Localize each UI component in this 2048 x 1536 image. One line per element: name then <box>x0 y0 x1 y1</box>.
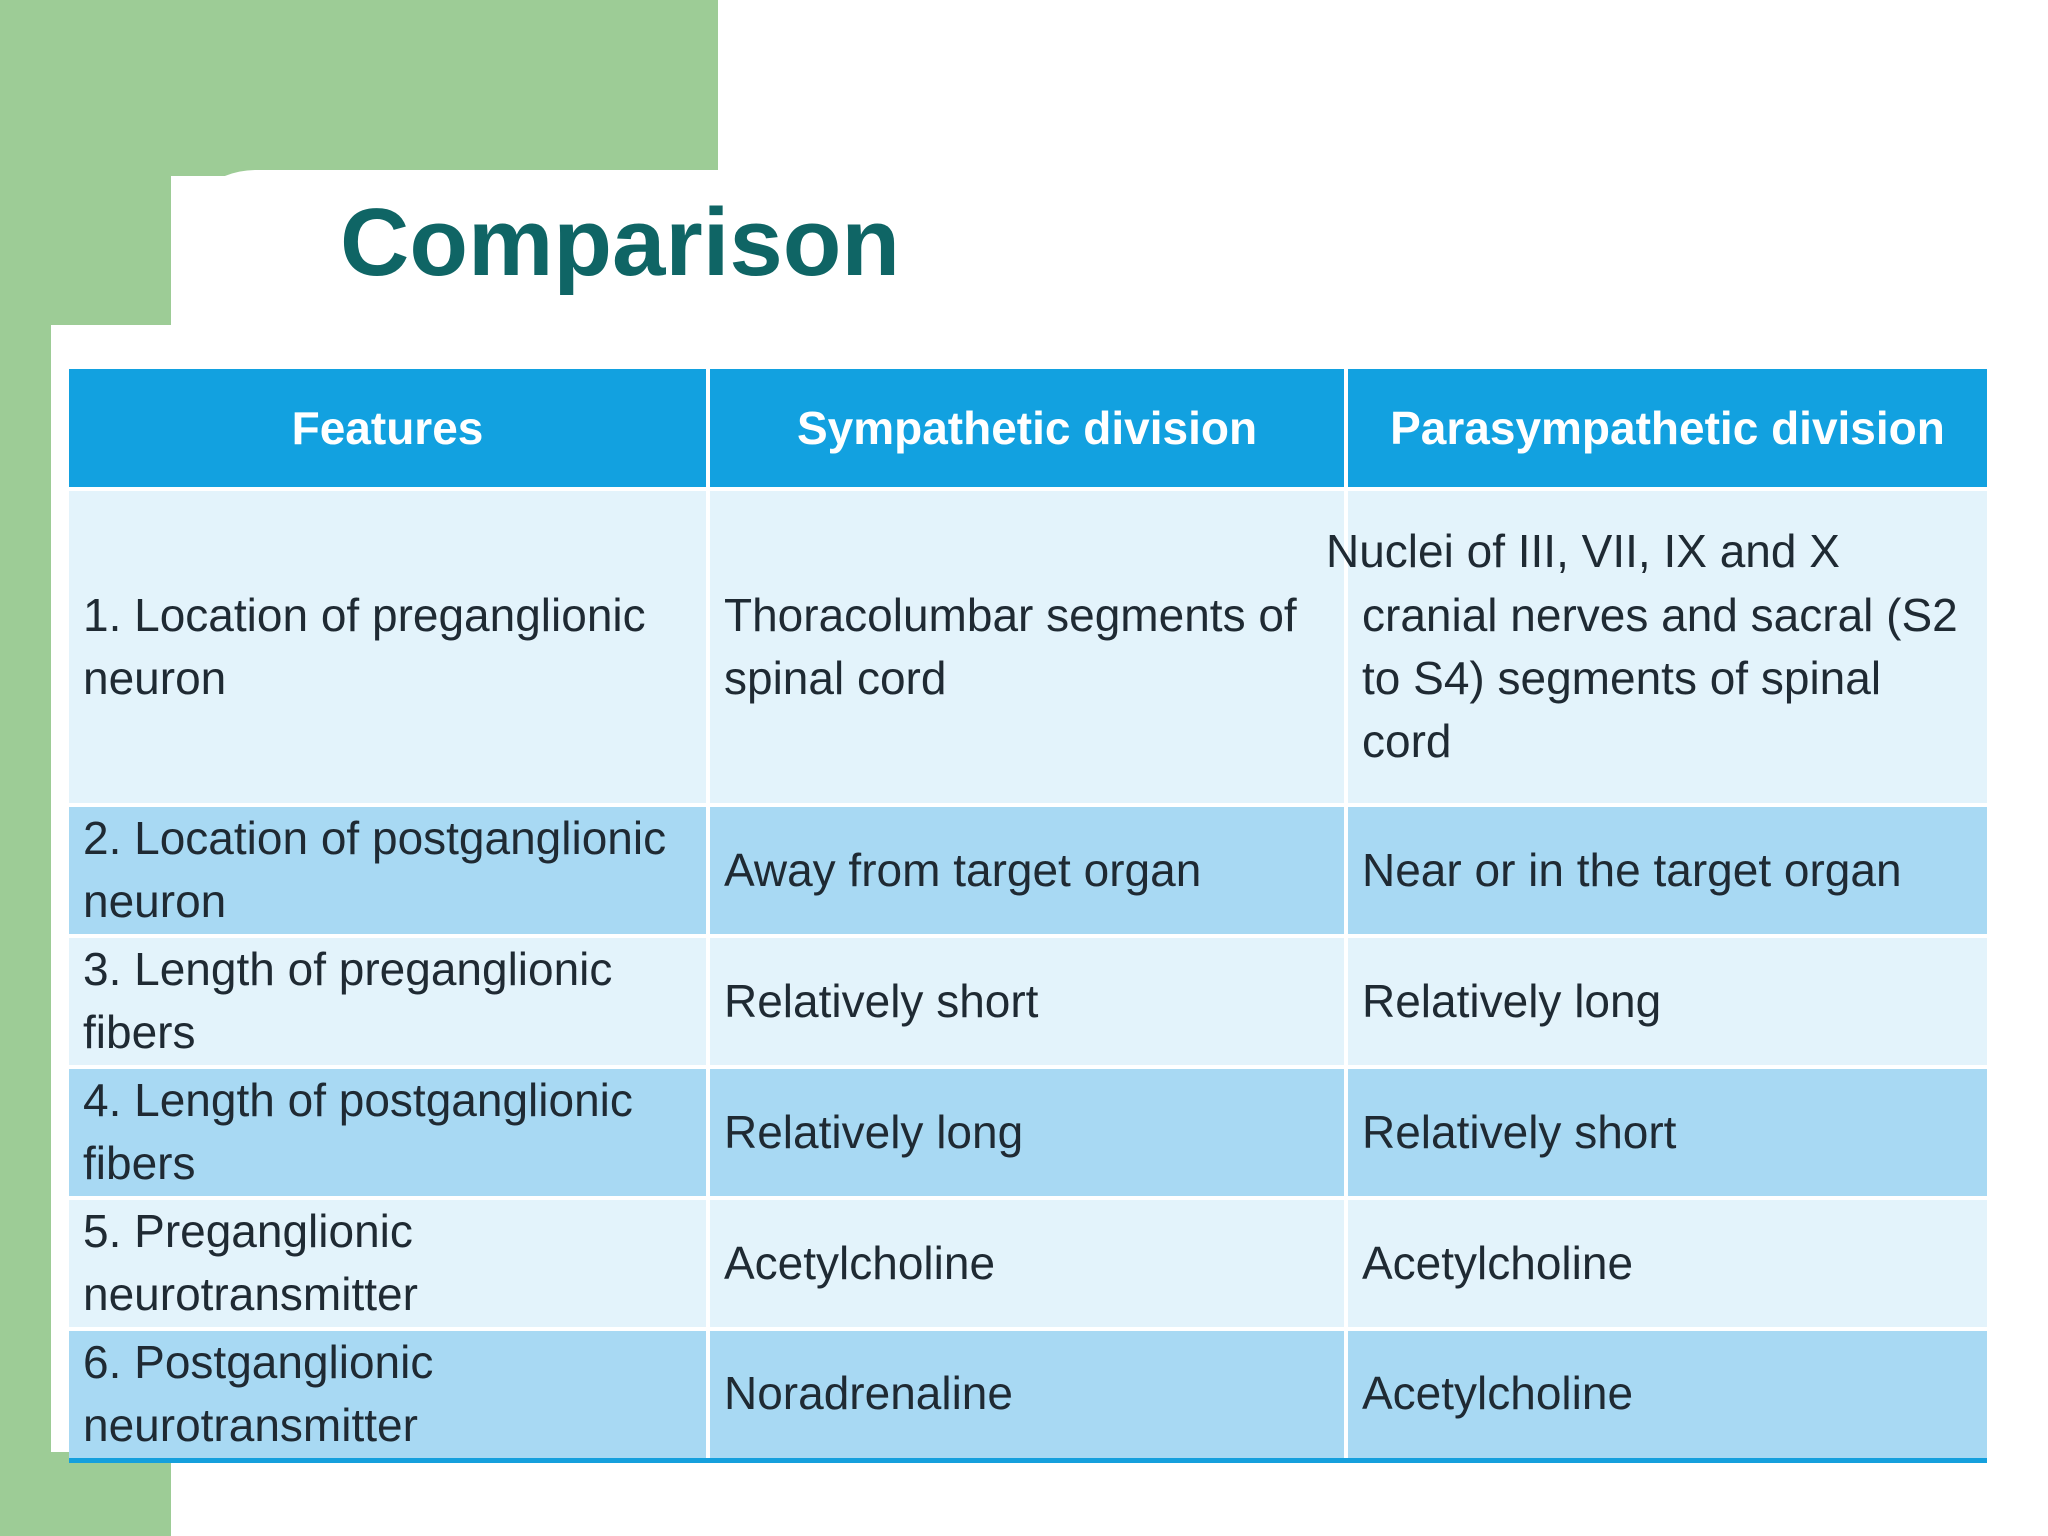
feature-cell: 5. Preganglionic neurotransmitter <box>69 1195 710 1329</box>
feature-cell: 1. Location of preganglionic neuron <box>69 487 710 805</box>
sympathetic-cell: Thoracolumbar segments of spinal cord <box>708 487 1348 805</box>
header-features: Features <box>69 369 710 489</box>
header-sympathetic: Sympathetic division <box>708 369 1348 489</box>
sympathetic-cell: Relatively long <box>708 1064 1348 1198</box>
table-row: 1. Location of preganglionic neuron Thor… <box>69 487 1987 805</box>
feature-cell: 6. Postganglionic neurotransmitter <box>69 1326 710 1461</box>
feature-cell: 2. Location of postganglionic neuron <box>69 803 710 936</box>
table-row: 4. Length of postganglionic fibers Relat… <box>69 1064 1987 1198</box>
parasympathetic-cell: Acetylcholine <box>1346 1195 1987 1329</box>
table-row: 5. Preganglionic neurotransmitter Acetyl… <box>69 1195 1987 1329</box>
header-parasympathetic: Parasympathetic division <box>1346 369 1987 489</box>
feature-cell: 4. Length of postganglionic fibers <box>69 1064 710 1198</box>
parasympathetic-cell: Near or in the target organ <box>1346 803 1987 936</box>
table-image-frame: Features Sympathetic division Parasympat… <box>51 325 2003 1463</box>
comparison-table: Features Sympathetic division Parasympat… <box>69 369 1987 1463</box>
sympathetic-cell: Noradrenaline <box>708 1326 1348 1461</box>
feature-cell: 3. Length of preganglionic fibers <box>69 933 710 1067</box>
slide-title: Comparison <box>340 189 901 296</box>
parasympathetic-cell: Nuclei of III, VII, IX and X cranial ner… <box>1326 487 1987 805</box>
table-row: 3. Length of preganglionic fibers Relati… <box>69 933 1987 1067</box>
sympathetic-cell: Acetylcholine <box>708 1195 1348 1329</box>
table-row: 2. Location of postganglionic neuron Awa… <box>69 803 1987 936</box>
table-header-row: Features Sympathetic division Parasympat… <box>69 369 1987 489</box>
parasympathetic-cell: Relatively short <box>1346 1064 1987 1198</box>
sympathetic-cell: Relatively short <box>708 933 1348 1067</box>
parasympathetic-cell: Relatively long <box>1346 933 1987 1067</box>
sympathetic-cell: Away from target organ <box>708 803 1348 936</box>
parasympathetic-cell: Acetylcholine <box>1346 1326 1987 1461</box>
table-row: 6. Postganglionic neurotransmitter Norad… <box>69 1326 1987 1461</box>
